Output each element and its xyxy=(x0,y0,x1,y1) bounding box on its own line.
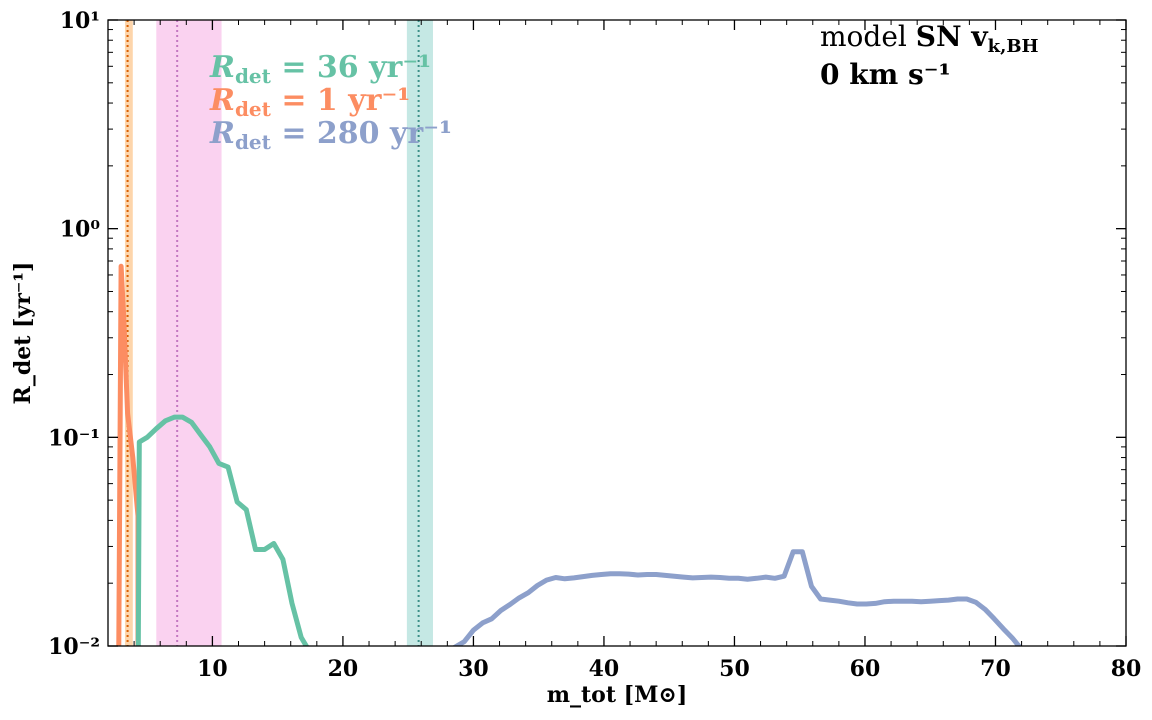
y-axis-label: R_det [yr⁻¹] xyxy=(10,262,36,405)
model-kick-value: 0 km s⁻¹ xyxy=(820,58,951,91)
band-0 xyxy=(124,20,133,646)
legend-value: = 36 yr⁻¹ xyxy=(271,50,431,85)
model-prefix: model xyxy=(820,20,916,53)
model-annotation: model SN vk,BH 0 km s⁻¹ xyxy=(820,20,1039,91)
y-tick-label-1: 10⁻¹ xyxy=(48,425,100,451)
y-tick-label-0: 10⁻² xyxy=(48,634,100,660)
x-tick-label-40: 40 xyxy=(589,656,620,682)
legend-symbol: R xyxy=(209,50,235,85)
x-tick-label-80: 80 xyxy=(1111,656,1142,682)
x-tick-label-50: 50 xyxy=(719,656,750,682)
plot-frame xyxy=(107,19,1127,647)
x-tick-label-30: 30 xyxy=(458,656,489,682)
model-name: SN v xyxy=(916,20,989,53)
axis-ticks: 10 20 30 40 50 60 70 80 10⁻² 10⁻¹ 10⁰ 10¹ xyxy=(48,8,1141,682)
x-axis-label: m_tot [M⊙] xyxy=(547,682,688,708)
band-2 xyxy=(406,20,433,646)
series-line-2 xyxy=(452,549,1023,646)
legend-value: = 1 yr⁻¹ xyxy=(271,83,411,118)
legend-symbol: R xyxy=(209,116,235,151)
svg-text:model SN vk,BH: model SN vk,BH xyxy=(820,20,1039,57)
legend-subscript: det xyxy=(235,97,272,121)
x-tick-label-60: 60 xyxy=(850,656,881,682)
legend-entry-1: Rdet = 1 yr⁻¹ xyxy=(209,83,410,121)
confidence-bands xyxy=(124,20,433,646)
legend-entry-2: Rdet = 280 yr⁻¹ xyxy=(209,116,452,154)
series-line-1 xyxy=(135,414,310,646)
legend-subscript: det xyxy=(235,130,272,154)
x-tick-label-70: 70 xyxy=(980,656,1011,682)
y-tick-label-3: 10¹ xyxy=(60,8,100,34)
y-tick-label-2: 10⁰ xyxy=(60,217,101,243)
legend-subscript: det xyxy=(235,64,272,88)
band-1 xyxy=(156,20,222,646)
x-tick-label-10: 10 xyxy=(197,656,228,682)
legend-symbol: R xyxy=(209,83,235,118)
x-tick-label-20: 20 xyxy=(328,656,359,682)
legend-value: = 280 yr⁻¹ xyxy=(271,116,452,151)
model-subscript: k,BH xyxy=(988,36,1039,57)
legend-entry-0: Rdet = 36 yr⁻¹ xyxy=(209,50,431,88)
series-lines xyxy=(116,263,1023,646)
